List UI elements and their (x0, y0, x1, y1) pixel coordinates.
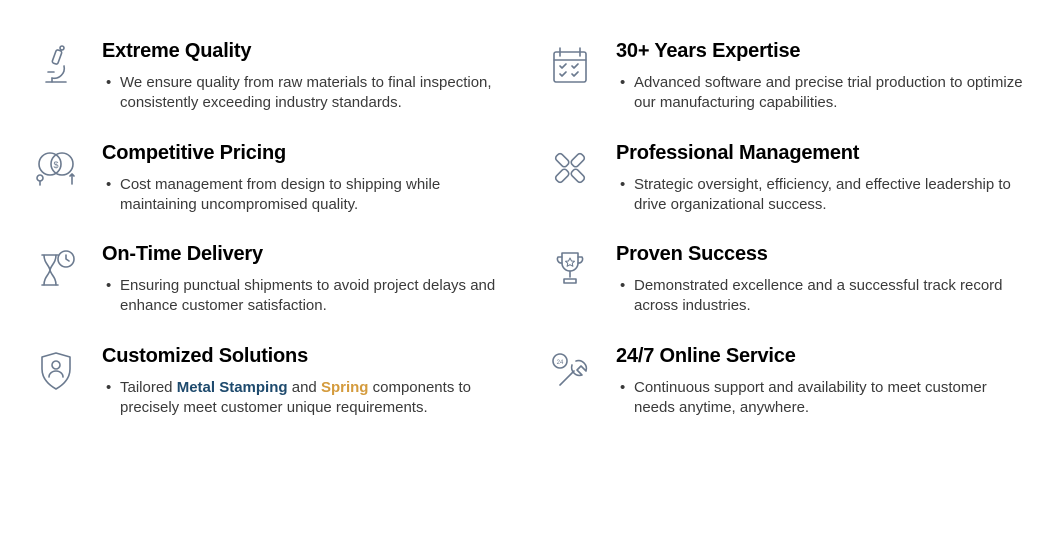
desc-mid: and (288, 379, 321, 396)
feature-delivery: On-Time Delivery Ensuring punctual shipm… (30, 243, 514, 317)
feature-title: Proven Success (616, 243, 1028, 266)
desc-prefix: Tailored (120, 379, 177, 396)
feature-pricing: $ Competitive Pricing Cost management fr… (30, 142, 514, 216)
feature-title: 30+ Years Expertise (616, 40, 1028, 63)
feature-management: Professional Management Strategic oversi… (544, 142, 1028, 216)
venn-bulb-icon: $ (30, 142, 82, 194)
feature-customized: Customized Solutions Tailored Metal Stam… (30, 345, 514, 419)
svg-text:$: $ (53, 160, 58, 170)
feature-service: 24 24/7 Online Service Continuous suppor… (544, 345, 1028, 419)
feature-title: On-Time Delivery (102, 243, 514, 266)
feature-desc: Strategic oversight, efficiency, and eff… (616, 175, 1028, 216)
feature-title: Competitive Pricing (102, 142, 514, 165)
feature-desc: Advanced software and precise trial prod… (616, 73, 1028, 114)
wrench-24-icon: 24 (544, 345, 596, 397)
microscope-icon (30, 40, 82, 92)
feature-title: Extreme Quality (102, 40, 514, 63)
feature-desc: Demonstrated excellence and a successful… (616, 276, 1028, 317)
shield-person-icon (30, 345, 82, 397)
features-grid: Extreme Quality We ensure quality from r… (30, 40, 1028, 418)
calendar-icon (544, 40, 596, 92)
feature-desc: We ensure quality from raw materials to … (102, 73, 514, 114)
feature-desc: Ensuring punctual shipments to avoid pro… (102, 276, 514, 317)
trophy-icon (544, 243, 596, 295)
feature-desc: Cost management from design to shipping … (102, 175, 514, 216)
feature-extreme-quality: Extreme Quality We ensure quality from r… (30, 40, 514, 114)
highlight-spring: Spring (321, 379, 369, 396)
highlight-metal-stamping: Metal Stamping (177, 379, 288, 396)
hands-together-icon (544, 142, 596, 194)
svg-text:24: 24 (557, 360, 564, 366)
feature-title: Professional Management (616, 142, 1028, 165)
feature-title: 24/7 Online Service (616, 345, 1028, 368)
feature-desc: Tailored Metal Stamping and Spring compo… (102, 378, 514, 419)
feature-expertise: 30+ Years Expertise Advanced software an… (544, 40, 1028, 114)
feature-success: Proven Success Demonstrated excellence a… (544, 243, 1028, 317)
hourglass-clock-icon (30, 243, 82, 295)
feature-desc: Continuous support and availability to m… (616, 378, 1028, 419)
feature-title: Customized Solutions (102, 345, 514, 368)
